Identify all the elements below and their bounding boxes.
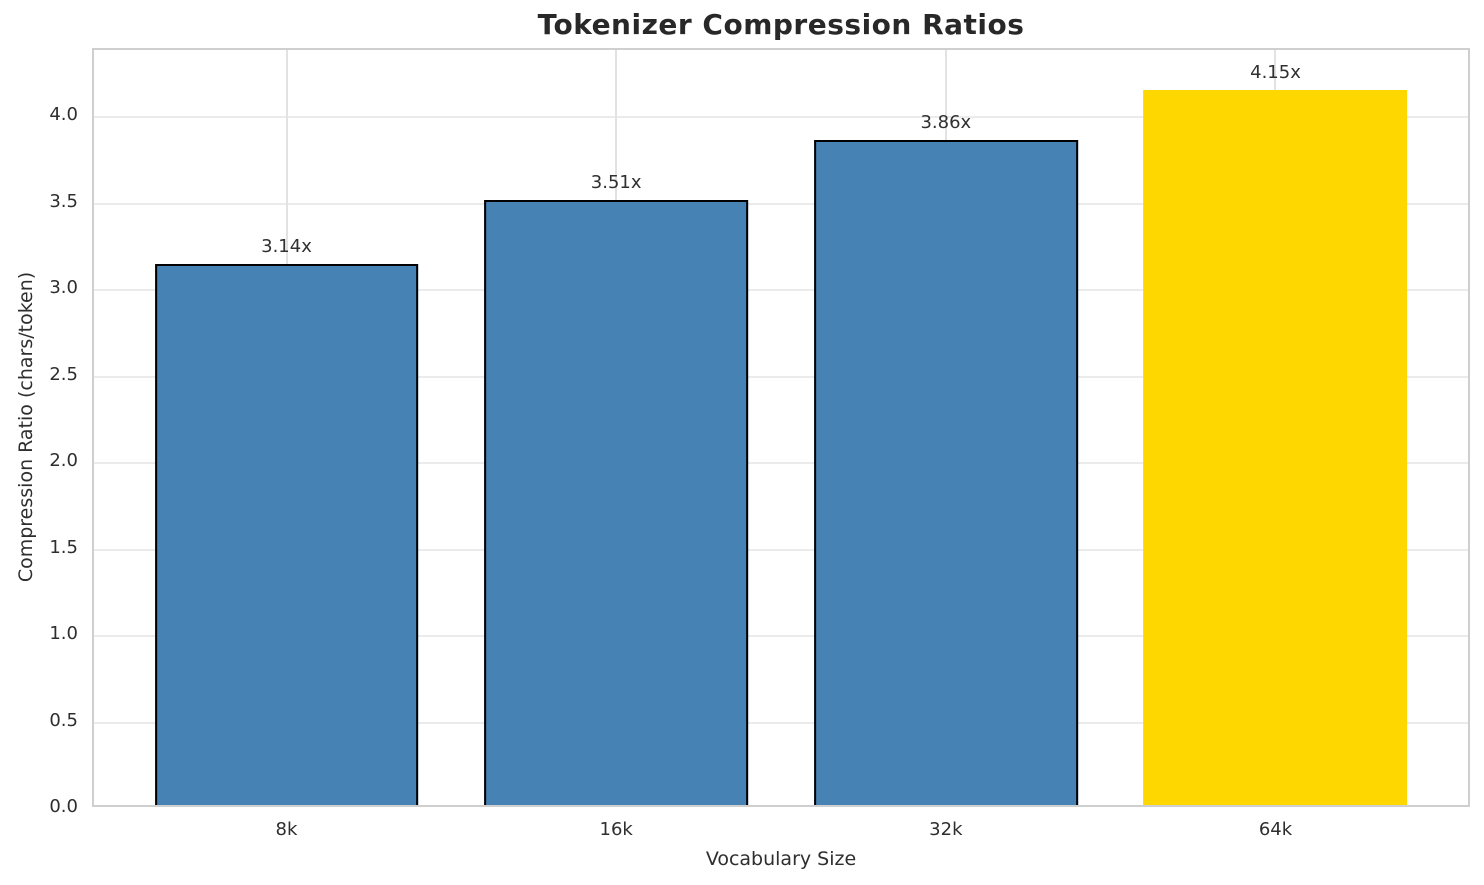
x-tick-label-32k: 32k [929,819,963,840]
y-tick-label: 1.5 [49,536,78,558]
x-axis-label: Vocabulary Size [705,848,857,870]
bar-value-label-64k: 4.15x [1250,61,1301,83]
x-tick-label-16k: 16k [599,819,633,840]
gridline-y-4.0 [92,116,1470,119]
y-tick-label: 3.5 [49,190,78,212]
bar-64k [1143,89,1408,807]
bar-value-label-16k: 3.51x [590,172,642,194]
gridline-y-2.0 [92,462,1470,465]
gridline-y-0.5 [92,721,1470,724]
bar-32k [813,139,1078,807]
gridline-y-3.0 [92,289,1470,292]
plot-area: 3.14x 3.51x 3.86x 4.15x [92,48,1470,807]
y-tick-label: 3.0 [49,277,78,299]
bar-value-label-8k: 3.14x [261,236,312,258]
gridline-y-1.0 [92,635,1470,638]
y-tick-label: 2.0 [49,450,78,472]
bar-8k [154,264,419,807]
bar-value-label-32k: 3.86x [920,111,972,133]
y-tick-label: 2.5 [49,363,78,385]
bar-16k [484,200,749,807]
y-tick-label: 0.0 [49,796,78,817]
gridline-y-3.5 [92,202,1470,205]
gridline-y-2.5 [92,375,1470,378]
y-tick-label: 1.0 [49,623,78,645]
y-tick-label: 4.0 [49,104,78,126]
chart-title: Tokenizer Compression Ratios [537,8,1025,41]
y-tick-label: 0.5 [49,709,78,731]
x-tick-label-64k: 64k [1258,819,1293,840]
gridline-y-1.5 [92,548,1470,551]
x-tick-label-8k: 8k [275,819,298,840]
